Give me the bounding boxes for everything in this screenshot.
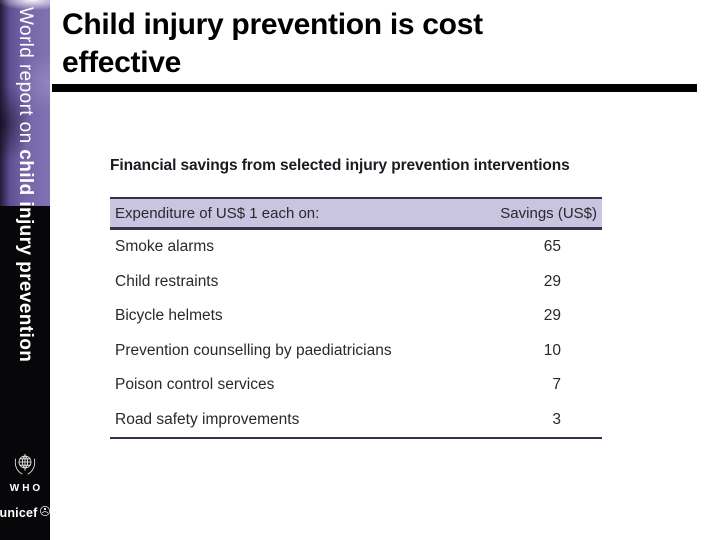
row-value: 10 (543, 341, 561, 359)
row-value: 29 (543, 307, 561, 325)
table-header-savings: Savings (US$) (500, 204, 597, 222)
who-emblem-icon (0, 452, 50, 482)
row-label: Bicycle helmets (115, 307, 223, 325)
table-row: Bicycle helmets 29 (110, 299, 602, 334)
table-row: Child restraints 29 (110, 265, 602, 300)
row-label: Poison control services (115, 376, 275, 394)
table-header-expenditure: Expenditure of US$ 1 each on: (115, 204, 320, 222)
table-title: Financial savings from selected injury p… (110, 157, 570, 174)
row-label: Prevention counselling by paediatricians (115, 341, 392, 359)
row-value: 7 (552, 376, 561, 394)
spine-title: World report on child injury prevention (13, 7, 37, 362)
spine-cover-art (0, 0, 50, 206)
unicef-logo: unicef (0, 505, 50, 520)
table-header-row: Expenditure of US$ 1 each on: Savings (U… (110, 197, 602, 230)
table-row: Prevention counselling by paediatricians… (110, 334, 602, 369)
row-label: Road safety improvements (115, 410, 300, 428)
unicef-emblem-icon (39, 505, 51, 520)
who-label: WHO (9, 483, 44, 494)
table-body: Smoke alarms 65 Child restraints 29 Bicy… (110, 230, 602, 439)
row-value: 29 (543, 272, 561, 290)
slide-title: Child injury prevention is cost effectiv… (62, 6, 483, 82)
row-value: 65 (543, 238, 561, 256)
report-spine-sidebar: World report on child injury prevention … (0, 0, 50, 540)
logo-block: WHO unicef (0, 452, 50, 520)
savings-table: Financial savings from selected injury p… (110, 157, 602, 439)
table-row: Poison control services 7 (110, 368, 602, 403)
table-row: Smoke alarms 65 (110, 230, 602, 265)
row-value: 3 (552, 410, 561, 428)
spine-title-bold: child injury prevention (15, 149, 36, 363)
row-label: Child restraints (115, 272, 219, 290)
spine-title-regular: World report on (15, 7, 36, 150)
title-underline (52, 84, 697, 92)
unicef-label: unicef (0, 505, 38, 520)
slide-title-line2: effective (62, 46, 182, 79)
row-label: Smoke alarms (115, 238, 215, 256)
slide-title-line1: Child injury prevention is cost (62, 8, 483, 41)
table-row: Road safety improvements 3 (110, 403, 602, 438)
